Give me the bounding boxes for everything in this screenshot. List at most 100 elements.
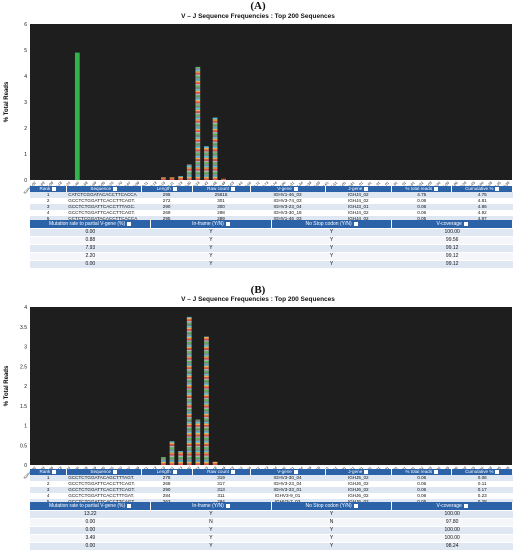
table-row[interactable]: 3 GCCTCTGGATTCACCTTTAGC. 290 300 IGHV3-23_04…	[30, 204, 513, 210]
table-cell: Y	[150, 236, 272, 245]
sort-icon[interactable]	[434, 187, 439, 192]
sort-icon[interactable]	[172, 470, 177, 475]
table-row[interactable]: 0.00 Y Y 99.12	[30, 260, 513, 268]
sort-icon[interactable]	[127, 503, 132, 508]
table-cell: 2	[30, 481, 67, 487]
column-header[interactable]: V-gene	[250, 186, 326, 192]
y-axis-label: % Total Reads	[4, 365, 10, 406]
column-header-label: V-coverage	[436, 221, 462, 227]
sort-icon[interactable]	[495, 187, 500, 192]
table-row[interactable]: 4 GCCTCTGGATTCACCTTTGAT. 284 311 IGHV3-9_01 I…	[30, 493, 513, 499]
sort-icon[interactable]	[225, 503, 230, 508]
sort-icon[interactable]	[230, 187, 235, 192]
sort-icon[interactable]	[434, 470, 439, 475]
column-header[interactable]: Rank	[30, 186, 67, 192]
table-cell: IGHV3-23_04	[250, 481, 326, 487]
column-header[interactable]: Sequence	[66, 469, 142, 475]
table-row[interactable]: 13.22 Y Y 100.00	[30, 510, 513, 519]
column-header[interactable]: Length	[141, 469, 193, 475]
table-row[interactable]: 4 GCCTCTGGATTCACCTTCAGT. 269 298 IGHV3-30_18…	[30, 210, 513, 216]
table-row[interactable]: 1 GCCTCTGGATACAGCTTTAGT. 278 319 IGHV3-30_04…	[30, 475, 513, 481]
sort-icon[interactable]	[113, 470, 118, 475]
column-header[interactable]: In-frame (Y/N)	[150, 220, 272, 229]
sort-icon[interactable]	[293, 470, 298, 475]
column-header[interactable]: No Stop codon (Y/N)	[271, 220, 393, 229]
table-cell: 100.00	[391, 510, 513, 519]
table-row[interactable]: 0.88 Y Y 99.56	[30, 236, 513, 245]
bar	[169, 441, 175, 465]
sort-icon[interactable]	[230, 470, 235, 475]
sort-icon[interactable]	[225, 221, 230, 226]
column-header-label: Cumulative %	[465, 186, 494, 192]
column-header[interactable]: % total reads	[391, 469, 453, 475]
column-header-label: Length	[156, 469, 171, 475]
table-row[interactable]: 1 CATCTCGGATACACCTTCACCA 295 25615 IGHV1-46_…	[30, 192, 513, 198]
bar	[195, 419, 201, 465]
y-tick-label: 4	[24, 74, 27, 80]
column-header[interactable]: Sequence	[66, 186, 142, 192]
table-row[interactable]: 0.00 N N 97.80	[30, 518, 513, 527]
table-row[interactable]: 3 GCCTCTGGATTCACCTTCAGT. 290 313 IGHV3-33_01…	[30, 487, 513, 493]
column-header[interactable]: Cumulative %	[451, 469, 513, 475]
sort-icon[interactable]	[364, 470, 369, 475]
column-header[interactable]: Raw count	[192, 469, 251, 475]
table-row[interactable]: 2.20 Y Y 99.12	[30, 252, 513, 261]
column-header[interactable]: In-frame (Y/N)	[150, 502, 272, 511]
y-tick-label: 1	[24, 152, 27, 158]
y-tick-label: 3	[24, 100, 27, 106]
sort-icon[interactable]	[364, 187, 369, 192]
sort-icon[interactable]	[127, 221, 132, 226]
table-row[interactable]: 3.49 Y Y 100.00	[30, 534, 513, 543]
column-header-label: Raw count	[207, 186, 229, 192]
column-header[interactable]: V-gene	[250, 469, 326, 475]
column-header[interactable]: V-coverage	[391, 502, 513, 511]
column-header[interactable]: Rank	[30, 469, 67, 475]
column-header[interactable]: Cumulative %	[451, 186, 513, 192]
bar	[195, 66, 201, 180]
table-row[interactable]: 0.00 Y Y 98.24	[30, 542, 513, 550]
sort-icon[interactable]	[52, 187, 57, 192]
sequence-table: Rank Sequence Length Raw count V-gene J-gene%…	[30, 469, 513, 505]
column-header[interactable]: Raw count	[192, 186, 251, 192]
sort-icon[interactable]	[293, 187, 298, 192]
bar	[186, 316, 192, 465]
column-header-label: V-gene	[277, 469, 292, 475]
table-row[interactable]: 2 GCCTCTGGATTCACCTTCAGT. 272 301 IGHV3-74_03…	[30, 198, 513, 204]
table-cell: 1	[30, 475, 67, 481]
table-row[interactable]: 2 GCCTCTGGATTCACCTTCAGT. 268 317 IGHV3-23_04…	[30, 481, 513, 487]
sort-icon[interactable]	[463, 221, 468, 226]
column-header[interactable]: No Stop codon (Y/N)	[271, 502, 393, 511]
bar	[169, 177, 175, 180]
table-cell: 0.06	[391, 481, 452, 487]
sort-icon[interactable]	[353, 503, 358, 508]
sort-icon[interactable]	[463, 503, 468, 508]
y-tick-label: 5	[24, 48, 27, 54]
table-cell: 284	[141, 493, 193, 499]
sort-icon[interactable]	[113, 187, 118, 192]
table-cell: 0.06	[391, 493, 452, 499]
column-header[interactable]: J-gene	[325, 186, 393, 192]
table-row[interactable]: 7.93 Y Y 99.12	[30, 244, 513, 253]
column-header[interactable]: V-coverage	[391, 220, 513, 229]
table-cell: 4.81	[451, 198, 513, 204]
column-header-label: No Stop codon (Y/N)	[305, 503, 352, 509]
sort-icon[interactable]	[353, 221, 358, 226]
table-row[interactable]: 0.00 Y Y 100.00	[30, 228, 513, 237]
sort-icon[interactable]	[52, 470, 57, 475]
table-cell: 3	[30, 487, 67, 493]
table-row[interactable]: 5 CCTCTCGGATACACCTTCACCA 295 289 IGHV1-46_03…	[30, 216, 513, 222]
column-header-label: V-gene	[277, 186, 292, 192]
column-header-label: % total reads	[405, 469, 433, 475]
sort-icon[interactable]	[172, 187, 177, 192]
column-header[interactable]: J-gene	[325, 469, 393, 475]
chart-title: V – J Sequence Frequencies : Top 200 Seq…	[181, 13, 335, 20]
column-header[interactable]: Mutation rate to partial V-gene (%)	[30, 502, 152, 511]
column-header[interactable]: Mutation rate to partial V-gene (%)	[30, 220, 152, 229]
column-header-label: Sequence	[90, 186, 112, 192]
table-row[interactable]: 0.00 Y Y 100.00	[30, 526, 513, 535]
column-header[interactable]: % total reads	[391, 186, 453, 192]
table-cell: 4.86	[451, 204, 513, 210]
table-cell: 4	[30, 493, 67, 499]
column-header[interactable]: Length	[141, 186, 193, 192]
sort-icon[interactable]	[495, 470, 500, 475]
